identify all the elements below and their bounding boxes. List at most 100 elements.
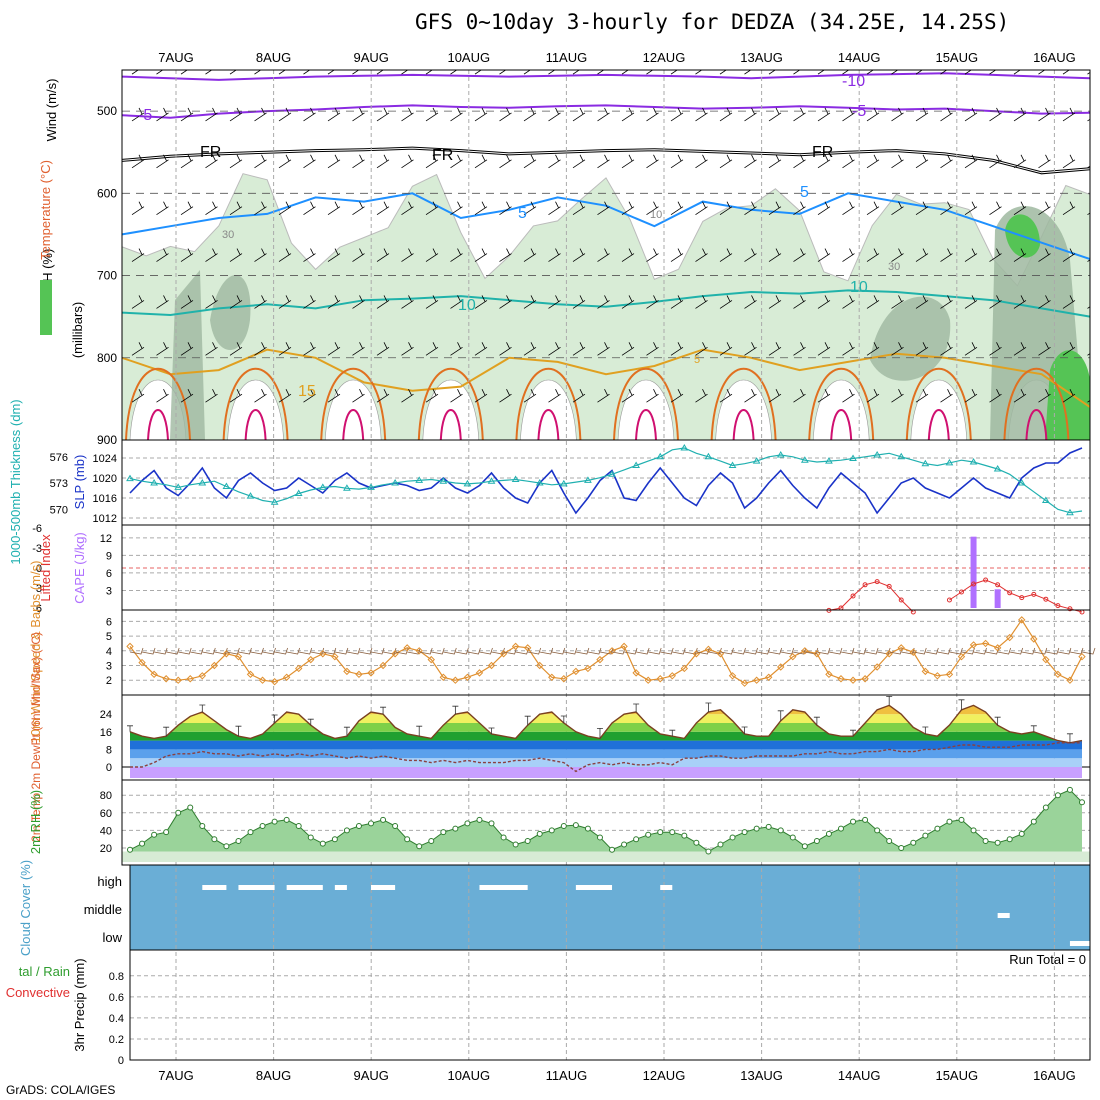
wind-barb <box>793 107 806 122</box>
wind-barb <box>646 388 659 403</box>
rh-point <box>380 816 387 823</box>
wind-speed-point <box>849 676 857 684</box>
wind-barb-10m <box>491 647 505 655</box>
wind-barb <box>793 295 806 309</box>
date-label-top: 11AUG <box>546 50 588 65</box>
dewpoint-line <box>130 742 1082 773</box>
isotherm-25 <box>147 409 169 440</box>
temp-range-bar <box>813 716 820 726</box>
wind-barb-10m <box>1081 647 1096 655</box>
wind-barb <box>915 248 929 262</box>
rh-point <box>476 816 483 823</box>
wind-barb <box>597 248 610 262</box>
rh-point <box>596 834 603 841</box>
cloud-gap-high <box>371 885 396 890</box>
lifted-index-point <box>1007 590 1013 596</box>
li-tick-label: 3 <box>36 583 42 595</box>
wind-speed-point <box>945 670 954 679</box>
wind-barb <box>180 388 194 403</box>
rh-point <box>693 839 700 846</box>
wind-barb <box>474 107 488 122</box>
precip-legend-rain: tal / Rain <box>19 964 70 979</box>
wind-barb-10m <box>852 647 867 655</box>
wind-speed-point <box>1066 676 1074 684</box>
thickness-point <box>704 452 713 460</box>
wind-barb <box>180 154 194 169</box>
wind-barb <box>989 248 1002 262</box>
isotherm-20 <box>222 367 289 440</box>
wind-barb-10m <box>443 647 457 655</box>
wind-barb-10m <box>407 647 421 655</box>
wind-barb <box>744 295 757 309</box>
wind-barb-10m <box>431 647 445 655</box>
isotherm-25 <box>927 409 950 440</box>
thickness-point <box>873 451 882 458</box>
wind-speed-point <box>921 667 930 676</box>
isotherm-25 <box>635 409 657 440</box>
wind-barb-10m <box>611 647 626 655</box>
date-label-bottom: 13AUG <box>740 1068 783 1083</box>
contour-label: 5 <box>694 354 700 366</box>
wind-barb <box>180 201 194 216</box>
isotherm-20 <box>320 367 387 440</box>
wind-barb-10m <box>358 647 373 655</box>
wind-barb <box>278 154 292 169</box>
rh-point <box>837 825 844 832</box>
thickness-point <box>969 458 978 465</box>
wind-barb <box>768 107 782 122</box>
wind-speed-point <box>210 661 219 670</box>
contour-label: FR <box>200 144 221 161</box>
wind-barb <box>523 201 537 216</box>
wind-barb <box>866 248 880 262</box>
wind-barb <box>376 154 390 169</box>
wind-speed-point <box>234 652 243 661</box>
wind-barb <box>842 388 855 403</box>
wind-barb <box>817 342 831 356</box>
temperature-band <box>130 767 1082 778</box>
wind-barb <box>768 388 782 403</box>
wind-barb <box>940 342 953 356</box>
wind-barb <box>915 342 929 356</box>
rh-point <box>801 843 808 850</box>
wind-speed-point <box>186 675 194 683</box>
wind-barb <box>621 154 635 169</box>
rh-point <box>645 831 652 838</box>
wind-barb-10m <box>1009 647 1024 655</box>
date-label-top: 10AUG <box>447 50 490 65</box>
precip-tick-label: 0 <box>118 1055 124 1067</box>
wind-barb <box>254 388 267 403</box>
wind-barb-10m <box>937 647 951 655</box>
cape-bar <box>994 589 1001 608</box>
wind-barb <box>523 248 537 262</box>
isotherm-20 <box>905 367 972 440</box>
rh-point <box>464 820 471 827</box>
thickness-point <box>222 482 231 489</box>
rh-point <box>524 837 531 844</box>
thickness-point <box>993 465 1002 472</box>
wind-barb <box>523 342 537 356</box>
wind-barb-10m <box>696 647 710 655</box>
rh-point <box>392 823 399 829</box>
wind-barb-10m <box>1033 647 1048 655</box>
pressure-tick-label: 500 <box>97 104 117 118</box>
temperature-band <box>130 705 1082 715</box>
wind-barb <box>131 295 145 309</box>
rh-point <box>1006 836 1013 843</box>
wind-barb <box>646 342 659 356</box>
wind-barb <box>180 295 194 309</box>
wind-barb <box>768 248 782 262</box>
rh-point <box>271 818 278 825</box>
wind-barb <box>376 201 390 216</box>
rh-tick-label: 40 <box>100 825 112 837</box>
rh-legend-swatch <box>40 280 52 335</box>
wind-barb-10m <box>997 647 1012 655</box>
wind-barb <box>548 248 561 262</box>
temp-range-bar <box>380 706 387 715</box>
rh-point <box>259 823 266 829</box>
wind-barb <box>915 295 929 309</box>
wind-barb <box>915 154 929 169</box>
wind-barb <box>866 107 880 122</box>
cloud-level-label: low <box>102 930 122 945</box>
wind-speed-point <box>957 652 966 661</box>
wind-barb <box>989 388 1002 403</box>
